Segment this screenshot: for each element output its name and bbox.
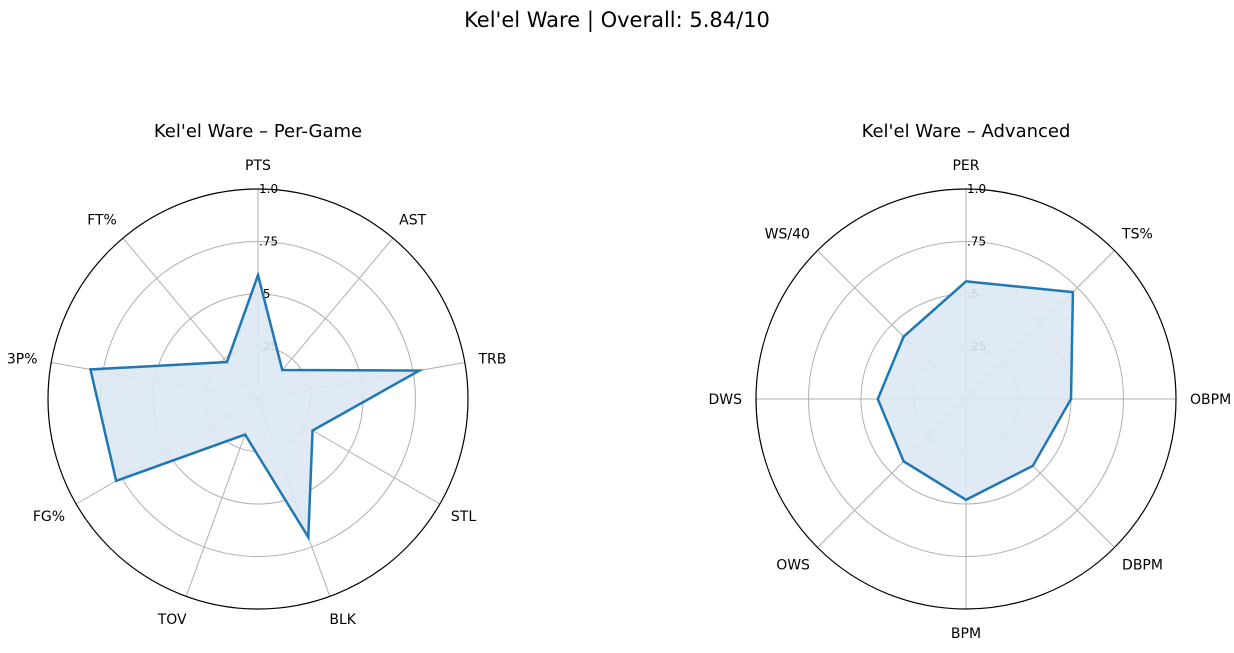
data-point-OWS bbox=[902, 460, 905, 463]
axis-label: OWS bbox=[776, 557, 810, 573]
axis-label: AST bbox=[399, 213, 426, 229]
data-point-BPM bbox=[964, 498, 968, 501]
axis-label: BLK bbox=[329, 612, 356, 628]
data-point-TOV bbox=[243, 433, 247, 436]
data-point-TS% bbox=[1071, 290, 1075, 294]
axis-label: TRB bbox=[477, 351, 506, 367]
data-point-DBPM bbox=[1031, 464, 1035, 468]
data-point-3P% bbox=[89, 368, 92, 371]
data-point-PER bbox=[964, 280, 968, 283]
data-point-AST bbox=[281, 368, 284, 372]
axis-label: FT% bbox=[87, 213, 117, 229]
data-point-WS/40 bbox=[902, 335, 905, 338]
axis-label: FG% bbox=[33, 509, 65, 525]
data-point-STL bbox=[311, 429, 314, 432]
axis-label: DBPM bbox=[1122, 557, 1163, 573]
r-tick-label: 1.0 bbox=[967, 182, 986, 196]
axis-label: DWS bbox=[708, 392, 742, 408]
r-tick-label: .75 bbox=[259, 235, 278, 249]
r-tick-label: .5 bbox=[259, 287, 270, 301]
axis-label: PTS bbox=[245, 158, 271, 174]
axis-label: OBPM bbox=[1190, 392, 1231, 408]
data-point-BLK bbox=[307, 535, 310, 539]
data-point-OBPM bbox=[1069, 397, 1073, 401]
r-tick-label: .75 bbox=[967, 235, 986, 249]
axis-label: PER bbox=[952, 158, 979, 174]
r-tick-label: 1.0 bbox=[259, 182, 278, 196]
axis-label: STL bbox=[451, 509, 476, 525]
data-point-TRB bbox=[418, 369, 421, 372]
polar-frame bbox=[755, 188, 1177, 610]
polar-frame bbox=[47, 188, 469, 610]
axis-label: BPM bbox=[951, 626, 981, 642]
chart-title: Kel'el Ware – Per-Game bbox=[154, 121, 362, 142]
axis-label: TS% bbox=[1121, 227, 1153, 243]
data-point-FG% bbox=[114, 479, 118, 483]
data-point-DWS bbox=[876, 397, 879, 401]
axis-label: 3P% bbox=[7, 351, 38, 367]
axis-label: WS/40 bbox=[765, 227, 810, 243]
data-point-PTS bbox=[256, 273, 260, 277]
axis-label: TOV bbox=[157, 612, 187, 628]
series-line bbox=[88, 270, 425, 542]
series-area bbox=[90, 275, 420, 538]
chart-title: Kel'el Ware – Advanced bbox=[862, 121, 1071, 142]
series-area bbox=[877, 281, 1073, 500]
figure-title: Kel'el Ware | Overall: 5.84/10 bbox=[464, 8, 770, 32]
data-point-FT% bbox=[225, 360, 229, 364]
